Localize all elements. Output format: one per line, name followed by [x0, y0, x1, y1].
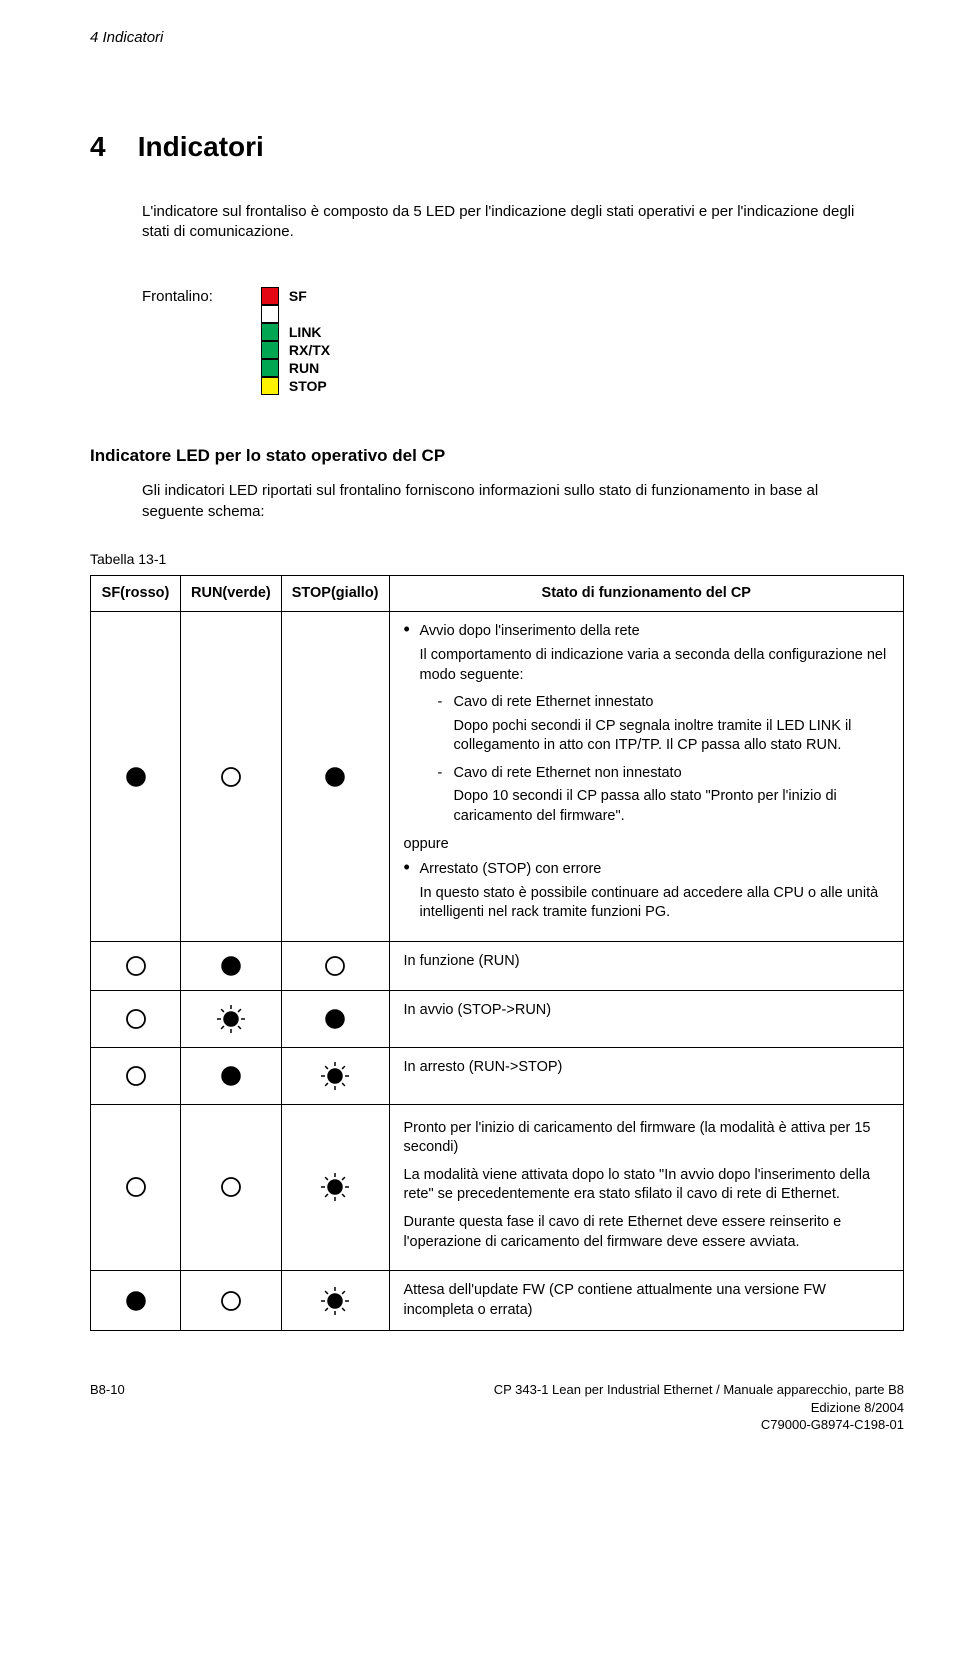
- page-footer: B8-10 CP 343-1 Lean per Industrial Ether…: [90, 1381, 904, 1434]
- description-cell: In avvio (STOP->RUN): [389, 990, 903, 1047]
- led-blink-icon: [319, 1171, 351, 1203]
- led-boxes: [261, 287, 279, 395]
- intro-paragraph: L'indicatore sul frontaliso è composto d…: [142, 202, 862, 243]
- led-label: STOP: [289, 377, 330, 395]
- footer-line-1: CP 343-1 Lean per Industrial Ethernet / …: [494, 1381, 904, 1399]
- symbol-cell: [281, 1104, 389, 1270]
- led-off-icon: [124, 954, 148, 978]
- section-heading: Indicatore LED per lo stato operativo de…: [90, 445, 904, 468]
- col-stato: Stato di funzionamento del CP: [389, 575, 903, 612]
- description-cell: In arresto (RUN->STOP): [389, 1047, 903, 1104]
- led-label: RUN: [289, 359, 330, 377]
- footer-page: B8-10: [90, 1381, 125, 1434]
- description-cell: In funzione (RUN): [389, 941, 903, 990]
- running-header: 4 Indicatori: [90, 28, 904, 48]
- symbol-cell: [181, 612, 282, 941]
- section-intro: Gli indicatori LED riportati sul frontal…: [142, 481, 862, 522]
- footer-line-3: C79000-G8974-C198-01: [494, 1416, 904, 1434]
- led-off-icon: [124, 1007, 148, 1031]
- led-on-icon: [323, 765, 347, 789]
- symbol-cell: [281, 612, 389, 941]
- col-sf: SF(rosso): [91, 575, 181, 612]
- description-cell: Attesa dell'update FW (CP contiene attua…: [389, 1271, 903, 1331]
- led-off-icon: [124, 1064, 148, 1088]
- symbol-cell: [281, 990, 389, 1047]
- symbol-cell: [281, 1271, 389, 1331]
- col-run: RUN(verde): [181, 575, 282, 612]
- led-blink-icon: [319, 1060, 351, 1092]
- led-box: [261, 287, 279, 305]
- symbol-cell: [91, 1271, 181, 1331]
- symbol-cell: [91, 612, 181, 941]
- led-off-icon: [323, 954, 347, 978]
- description-cell: Avvio dopo l'inserimento della reteIl co…: [389, 612, 903, 941]
- frontalino-section: Frontalino: SF LINKRX/TXRUNSTOP: [142, 287, 904, 395]
- symbol-cell: [181, 1271, 282, 1331]
- table-row: Attesa dell'update FW (CP contiene attua…: [91, 1271, 904, 1331]
- led-on-icon: [124, 1289, 148, 1313]
- symbol-cell: [91, 1104, 181, 1270]
- led-labels: SF LINKRX/TXRUNSTOP: [289, 287, 330, 395]
- symbol-cell: [181, 990, 282, 1047]
- led-off-icon: [219, 765, 243, 789]
- chapter-title: 4 Indicatori: [90, 128, 904, 166]
- led-off-icon: [219, 1175, 243, 1199]
- table-row: In arresto (RUN->STOP): [91, 1047, 904, 1104]
- table-row: In avvio (STOP->RUN): [91, 990, 904, 1047]
- led-off-icon: [124, 1175, 148, 1199]
- footer-line-2: Edizione 8/2004: [494, 1399, 904, 1417]
- table-row: Avvio dopo l'inserimento della reteIl co…: [91, 612, 904, 941]
- description-cell: Pronto per l'inizio di caricamento del f…: [389, 1104, 903, 1270]
- led-box: [261, 305, 279, 323]
- symbol-cell: [281, 1047, 389, 1104]
- led-on-icon: [124, 765, 148, 789]
- led-on-icon: [219, 954, 243, 978]
- led-on-icon: [323, 1007, 347, 1031]
- led-label: LINK: [289, 323, 330, 341]
- led-on-icon: [219, 1064, 243, 1088]
- col-stop: STOP(giallo): [281, 575, 389, 612]
- led-off-icon: [219, 1289, 243, 1313]
- symbol-cell: [91, 941, 181, 990]
- table-row: Pronto per l'inizio di caricamento del f…: [91, 1104, 904, 1270]
- symbol-cell: [181, 1104, 282, 1270]
- symbol-cell: [181, 1047, 282, 1104]
- led-box: [261, 377, 279, 395]
- table-caption: Tabella 13-1: [90, 550, 904, 569]
- led-box: [261, 359, 279, 377]
- chapter-number: 4: [90, 128, 130, 166]
- led-status-table: SF(rosso) RUN(verde) STOP(giallo) Stato …: [90, 575, 904, 1331]
- led-label: [289, 305, 330, 323]
- symbol-cell: [281, 941, 389, 990]
- led-box: [261, 323, 279, 341]
- symbol-cell: [181, 941, 282, 990]
- footer-doc-info: CP 343-1 Lean per Industrial Ethernet / …: [494, 1381, 904, 1434]
- led-diagram: SF LINKRX/TXRUNSTOP: [261, 287, 330, 395]
- led-label: RX/TX: [289, 341, 330, 359]
- led-blink-icon: [215, 1003, 247, 1035]
- symbol-cell: [91, 1047, 181, 1104]
- led-blink-icon: [319, 1285, 351, 1317]
- symbol-cell: [91, 990, 181, 1047]
- led-label: SF: [289, 287, 330, 305]
- frontalino-label: Frontalino:: [142, 287, 213, 307]
- led-box: [261, 341, 279, 359]
- chapter-title-text: Indicatori: [138, 131, 264, 162]
- table-row: In funzione (RUN): [91, 941, 904, 990]
